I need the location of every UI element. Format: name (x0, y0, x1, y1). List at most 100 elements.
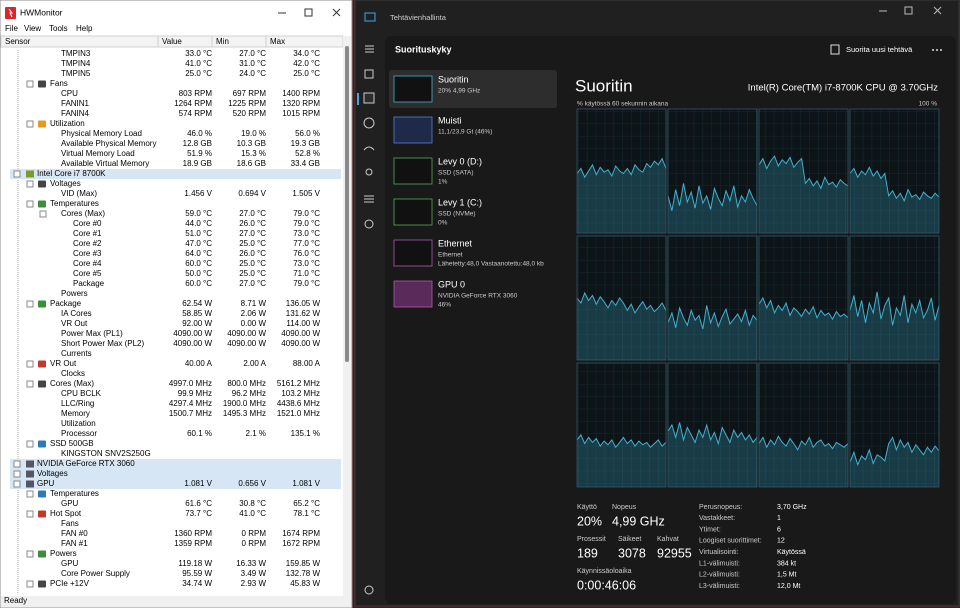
sensor-max: 45.83 W (290, 579, 320, 588)
maximize-button[interactable] (904, 6, 913, 15)
device-row-highlight (10, 459, 341, 469)
expand-box[interactable] (26, 80, 34, 88)
nav-services[interactable] (364, 219, 374, 229)
sensor-group: Hot Spot (50, 509, 82, 518)
sensor-min: 2.1 % (246, 429, 266, 438)
device-name[interactable]: Muisti (438, 115, 462, 125)
sensor-min: 4090.00 W (227, 329, 266, 338)
spec-label: L1-välimuisti: (699, 560, 740, 567)
device-name[interactable]: Ethernet (438, 238, 473, 248)
device-name[interactable]: Levy 1 (C:) (438, 197, 482, 207)
stat-value: 92955 (657, 546, 692, 560)
column-header[interactable]: Value (162, 37, 182, 46)
run-task-button[interactable]: Suorita uusi tehtävä (846, 45, 913, 54)
sensor-value: 64.0 °C (185, 249, 212, 258)
sensor-min: 800.0 MHz (227, 379, 266, 388)
device-thumbnail[interactable] (393, 198, 433, 226)
expand-box[interactable] (39, 210, 47, 218)
core-usage-line (758, 435, 849, 451)
sensor-min: 1495.3 MHz (223, 409, 266, 418)
close-button[interactable] (332, 8, 341, 17)
expand-box[interactable] (13, 170, 21, 178)
sensor-value: 50.0 °C (185, 269, 212, 278)
spec-label: Loogiset suorittimet: (699, 538, 762, 545)
nav-history[interactable] (363, 117, 375, 129)
column-header[interactable]: Max (270, 37, 285, 46)
expand-box[interactable] (13, 480, 21, 488)
device-thumbnail[interactable] (393, 116, 433, 144)
sensor-max: 19.3 GB (291, 139, 320, 148)
sensor-name: Virtual Memory Load (61, 149, 135, 158)
sensor-max: 73.0 °C (293, 259, 320, 268)
sensor-value: 1.456 V (184, 189, 212, 198)
device-thumbnail[interactable] (393, 280, 433, 308)
core-graph-grid (850, 363, 939, 487)
sensor-min: 0 RPM (242, 539, 267, 548)
device-thumbnail[interactable] (393, 157, 433, 185)
sensor-min: 1225 RPM (228, 99, 266, 108)
group-icon (38, 300, 46, 308)
core-graph-border (758, 235, 849, 361)
nav-performance[interactable] (363, 92, 375, 104)
expand-box[interactable] (13, 470, 21, 478)
core-graph-border (758, 108, 849, 234)
sensor-group: Utilization (50, 119, 85, 128)
expand-box[interactable] (26, 300, 34, 308)
menu-item[interactable]: Help (76, 24, 93, 33)
stat-label: Kahvat (657, 536, 679, 543)
device-thumbnail[interactable] (393, 239, 433, 267)
stat-label: Käynnissäoloaika (577, 568, 632, 575)
sensor-group: Powers (50, 549, 77, 558)
maximize-button[interactable] (304, 8, 313, 17)
expand-box[interactable] (26, 200, 34, 208)
nav-selected-indicator (357, 93, 359, 105)
sensor-min: 25.0 °C (239, 269, 266, 278)
device-name[interactable]: GPU 0 (438, 279, 465, 289)
expand-box[interactable] (26, 380, 34, 388)
device-thumbnail[interactable] (393, 75, 433, 103)
expand-box[interactable] (26, 510, 34, 518)
device-detail: 46% (438, 302, 451, 309)
expand-box[interactable] (26, 180, 34, 188)
core-graph-border (758, 362, 849, 488)
expand-box[interactable] (26, 120, 34, 128)
device-name[interactable]: Levy 0 (D:) (438, 156, 482, 166)
menu-item[interactable]: Tools (49, 24, 68, 33)
nav-menu[interactable] (365, 45, 374, 53)
more-button[interactable] (932, 49, 942, 51)
column-header[interactable]: Min (216, 37, 229, 46)
window-title: Tehtävienhallinta (390, 13, 447, 22)
sensor-min: 697 RPM (233, 89, 267, 98)
stat-label: Käyttö (577, 504, 597, 511)
sensor-group: Cores (Max) (50, 379, 94, 388)
group-icon (38, 120, 46, 128)
expand-box[interactable] (26, 580, 34, 588)
sensor-value: 60.0 °C (185, 259, 212, 268)
column-header[interactable]: Sensor (5, 37, 31, 46)
nav-processes[interactable] (364, 69, 374, 79)
nav-settings[interactable] (364, 585, 374, 595)
expand-box[interactable] (26, 440, 34, 448)
menu-item[interactable]: View (24, 24, 41, 33)
nav-startup[interactable] (363, 146, 375, 151)
device-name[interactable]: Suoritin (438, 74, 469, 84)
sensor-min: 2.06 W (241, 309, 267, 318)
stat-value: 4,99 GHz (612, 514, 665, 528)
sensor-name: Power Max (PL1) (61, 329, 123, 338)
app-icon-glyph (8, 8, 13, 18)
sensor-value: 574 RPM (179, 109, 213, 118)
expand-box[interactable] (26, 550, 34, 558)
close-button[interactable] (933, 6, 942, 15)
nav-details[interactable] (364, 195, 374, 203)
sensor-name: Currents (61, 349, 92, 358)
sensor-max: 33.4 GB (291, 159, 320, 168)
expand-box[interactable] (13, 460, 21, 468)
expand-box[interactable] (26, 360, 34, 368)
sensor-max: 79.0 °C (293, 279, 320, 288)
expand-box[interactable] (26, 490, 34, 498)
scrollbar-thumb[interactable] (345, 46, 349, 362)
sensor-value: 33.0 °C (185, 49, 212, 58)
sensor-value: 4297.4 MHz (169, 399, 212, 408)
menu-item[interactable]: File (5, 24, 18, 33)
nav-users[interactable] (365, 168, 373, 176)
